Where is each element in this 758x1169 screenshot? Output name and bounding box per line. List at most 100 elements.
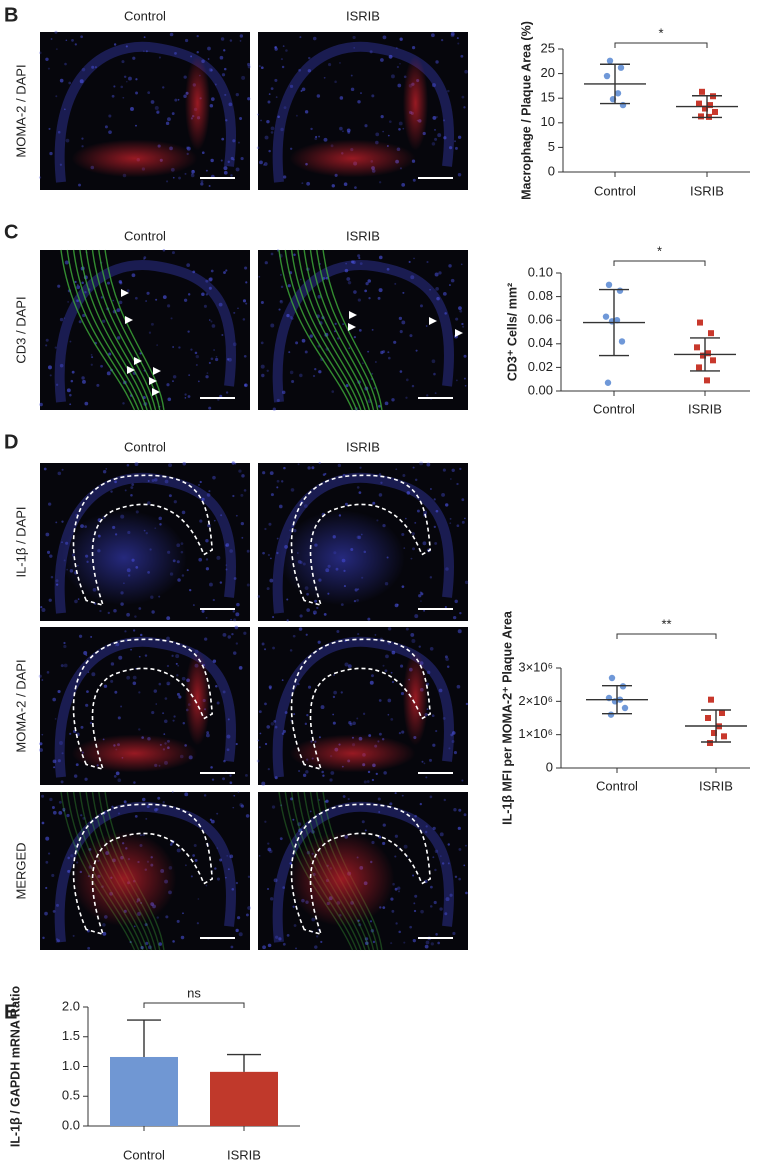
nucleus	[166, 636, 170, 641]
nucleus	[459, 467, 462, 471]
nucleus	[434, 849, 439, 854]
nucleus	[126, 463, 130, 467]
nucleus	[190, 55, 193, 58]
nucleus	[342, 130, 344, 133]
nucleus	[143, 256, 147, 259]
nucleus	[425, 776, 428, 779]
tissue	[272, 41, 454, 183]
nucleus	[378, 181, 382, 184]
data-point	[606, 57, 614, 65]
nucleus	[172, 346, 175, 348]
nucleus	[122, 402, 125, 405]
nucleus	[86, 929, 90, 933]
nucleus	[219, 581, 223, 584]
nucleus	[272, 615, 275, 619]
elastin	[303, 249, 370, 411]
nucleus	[55, 95, 58, 98]
nucleus	[411, 638, 416, 643]
nucleus	[309, 334, 313, 338]
nucleus	[80, 35, 83, 39]
nucleus	[398, 930, 401, 934]
nucleus	[382, 664, 385, 667]
nucleus	[67, 856, 71, 860]
plaque-outline	[290, 474, 432, 607]
nucleus	[329, 778, 333, 782]
micrograph	[39, 249, 250, 411]
nucleus	[444, 912, 448, 916]
nucleus	[78, 634, 83, 638]
nucleus	[371, 372, 374, 375]
nucleus	[162, 86, 165, 89]
nucleus	[171, 251, 175, 255]
nucleus	[454, 140, 457, 143]
nucleus	[353, 336, 357, 339]
nucleus	[110, 490, 113, 493]
plaque-outline	[72, 803, 214, 936]
nucleus	[429, 758, 432, 762]
nucleus	[276, 551, 279, 555]
nucleus	[264, 648, 267, 651]
nucleus	[303, 504, 308, 509]
nucleus	[442, 291, 447, 296]
error-bar	[599, 288, 629, 357]
nucleus	[361, 820, 365, 824]
stain	[71, 734, 198, 773]
image-background	[40, 250, 250, 410]
nucleus	[461, 498, 465, 502]
nucleus	[417, 509, 420, 513]
nucleus	[147, 501, 151, 505]
nucleus	[429, 885, 433, 889]
error-bar	[600, 63, 630, 105]
nucleus	[332, 695, 336, 699]
nucleus	[46, 671, 50, 674]
nucleus	[111, 805, 114, 808]
nucleus	[199, 519, 203, 523]
nucleus	[456, 379, 458, 382]
nucleus	[394, 887, 398, 891]
nucleus	[165, 915, 169, 919]
nucleus	[182, 912, 184, 915]
nucleus	[234, 625, 239, 630]
nucleus	[275, 935, 279, 939]
nucleus	[206, 493, 211, 497]
nucleus	[81, 67, 86, 72]
figure-label: MOMA-2 / DAPI	[13, 64, 28, 157]
nucleus	[145, 50, 148, 53]
nucleus	[461, 779, 464, 782]
nucleus	[438, 271, 442, 275]
nucleus	[69, 393, 72, 397]
nucleus	[210, 97, 215, 101]
data-point	[705, 350, 711, 357]
nucleus	[299, 36, 302, 39]
nucleus	[151, 479, 155, 482]
nucleus	[226, 854, 229, 857]
nucleus	[235, 93, 239, 97]
nucleus	[456, 684, 461, 689]
nucleus	[93, 602, 97, 605]
nucleus	[246, 549, 250, 553]
nucleus	[279, 299, 284, 304]
x-tick-label: ISRIB	[688, 401, 722, 416]
nucleus	[220, 159, 223, 162]
nucleus	[208, 286, 212, 290]
nucleus	[387, 698, 392, 703]
nucleus	[380, 58, 384, 62]
nucleus	[295, 341, 299, 345]
nucleus	[452, 615, 457, 620]
nucleus	[434, 541, 438, 545]
nucleus	[156, 916, 159, 919]
nucleus	[298, 627, 303, 631]
nucleus	[390, 897, 394, 901]
figure-label: MERGED	[13, 842, 28, 899]
nucleus	[130, 107, 134, 111]
nucleus	[434, 272, 439, 277]
nucleus	[208, 490, 211, 493]
nucleus	[420, 600, 422, 602]
nucleus	[113, 608, 117, 613]
nucleus	[135, 124, 137, 127]
nucleus	[67, 301, 69, 303]
nucleus	[364, 937, 369, 941]
nucleus	[171, 791, 174, 793]
nucleus	[344, 268, 349, 273]
